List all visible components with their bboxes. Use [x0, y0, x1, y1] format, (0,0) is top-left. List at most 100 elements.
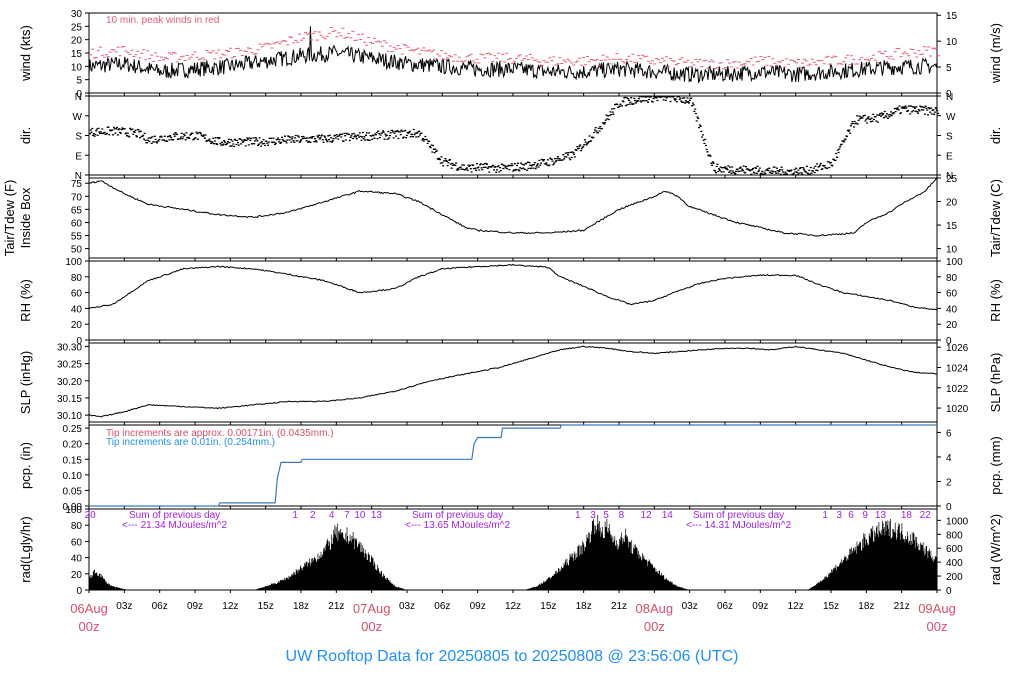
- temp-ylabel-left-outer: Tair/Tdew (F): [2, 180, 17, 257]
- dir-ytick-label-right: N: [946, 92, 953, 103]
- rad-hour-label: 2: [310, 510, 316, 521]
- x-hour-label: 15z: [540, 601, 556, 612]
- rad-ytick-label-left: 20: [71, 570, 83, 581]
- x-hour-label: 21z: [328, 601, 344, 612]
- x-day-date-label: 08Aug: [636, 601, 674, 616]
- slp-ytick-label-left: 30.15: [57, 394, 82, 405]
- pcp-series-line: [89, 424, 937, 507]
- rh-ytick-label-left: 60: [71, 289, 83, 300]
- pcp-ytick-label-right: 0: [946, 502, 952, 513]
- temp-ytick-label-left: 60: [71, 218, 83, 229]
- x-day-time-label: 00z: [361, 619, 382, 634]
- rad-hour-label: 9: [862, 510, 868, 521]
- wind-ytick-label-left: 25: [71, 22, 83, 33]
- temp-ytick-label-right: 15: [946, 221, 958, 232]
- rh-ylabel-right: RH (%): [988, 279, 1003, 322]
- wind-series-line: [88, 26, 938, 84]
- x-hour-label: 03z: [399, 601, 415, 612]
- rad-hour-label: 1: [822, 510, 828, 521]
- x-hour-label: 18z: [293, 601, 309, 612]
- x-day-time-label: 00z: [927, 619, 948, 634]
- x-hour-label: 18z: [576, 601, 592, 612]
- temp-ytick-label-left: 70: [71, 192, 83, 203]
- wind-ytick-label-left: 0: [76, 89, 82, 100]
- wind-ytick-label-right: 0: [946, 89, 952, 100]
- x-hour-label: 09z: [752, 601, 768, 612]
- x-hour-label: 03z: [682, 601, 698, 612]
- rad-annotation: <--- 21.34 MJoules/m^2: [122, 520, 227, 531]
- rad-hour-label: 8: [619, 510, 625, 521]
- temp-ylabel-left2: Inside Box: [18, 187, 33, 248]
- wind-ytick-label-left: 30: [71, 9, 83, 20]
- rh-series-line: [88, 263, 938, 311]
- rh-ytick-label-right: 60: [946, 289, 958, 300]
- pcp-annotation-red: Tip increments are approx. 0.00171in. (0…: [106, 428, 334, 439]
- dir-ytick-label-left: N: [75, 171, 82, 182]
- x-hour-label: 12z: [788, 601, 804, 612]
- rad-series-bars: [88, 514, 938, 590]
- rad-hour-label: 14: [662, 510, 674, 521]
- x-hour-label: 21z: [894, 601, 910, 612]
- rad-ytick-label-left: 0: [76, 586, 82, 597]
- rh-ylabel-left: RH (%): [18, 279, 33, 322]
- x-hour-label: 12z: [505, 601, 521, 612]
- pcp-ytick-label-left: 0.05: [63, 486, 83, 497]
- x-day-time-label: 00z: [644, 619, 665, 634]
- pcp-ytick-label-left: 0.00: [63, 502, 83, 513]
- rad-hour-label: 22: [920, 510, 932, 521]
- temp-ytick-label-right: 20: [946, 198, 958, 209]
- rh-ytick-label-right: 80: [946, 273, 958, 284]
- rad-hour-label: 6: [848, 510, 854, 521]
- dir-ytick-label-right: S: [946, 132, 953, 143]
- rad-hour-label: 13: [875, 510, 887, 521]
- rh-ytick-label-left: 100: [65, 257, 82, 268]
- temp-series-line: [88, 177, 938, 237]
- dir-ytick-label-left: E: [75, 151, 82, 162]
- wind-ytick-label-right: 10: [946, 37, 958, 48]
- rh-ytick-label-left: 20: [71, 320, 83, 331]
- wind-ylabel-right: wind (m/s): [988, 23, 1003, 84]
- rad-ytick-label-left: 60: [71, 537, 83, 548]
- x-hour-label: 09z: [187, 601, 203, 612]
- rad-ylabel-right: rad (W/m^2): [988, 514, 1003, 585]
- wind-ytick-label-right: 5: [946, 63, 952, 74]
- dir-series-marks: [89, 96, 939, 175]
- x-day-date-label: 07Aug: [353, 601, 391, 616]
- rad-hour-label: 7: [344, 510, 350, 521]
- dir-ytick-label-left: N: [75, 92, 82, 103]
- x-hour-label: 15z: [258, 601, 274, 612]
- pcp-ytick-label-right: 6: [946, 428, 952, 439]
- temp-ylabel-right: Tair/Tdew (C): [988, 179, 1003, 257]
- rad-annotation: <--- 14.31 MJoules/m^2: [686, 520, 791, 531]
- rad-hour-label: 1: [292, 510, 298, 521]
- wind-annotation: 10 min. peak winds in red: [106, 15, 219, 26]
- rh-ytick-label-right: 0: [946, 336, 952, 347]
- x-day-time-label: 00z: [79, 619, 100, 634]
- pcp-ytick-label-left: 0.15: [63, 455, 83, 466]
- slp-ytick-label-right: 1022: [946, 384, 969, 395]
- rh-ytick-label-left: 80: [71, 273, 83, 284]
- wind-ytick-label-left: 5: [76, 76, 82, 87]
- slp-ytick-label-left: 30.30: [57, 342, 82, 353]
- dir-ytick-label-right: E: [946, 151, 953, 162]
- dir-ytick-label-right: W: [946, 112, 956, 123]
- slp-ytick-label-right: 1024: [946, 363, 969, 374]
- slp-series-line: [88, 345, 937, 418]
- rh-ytick-label-left: 40: [71, 304, 83, 315]
- pcp-ylabel-left: pcp. (in): [18, 442, 33, 489]
- rad-ylabel-left: rad(Lgly/hr): [18, 516, 33, 582]
- rad-annotation: Sum of previous day: [412, 510, 503, 521]
- slp-ylabel-right: SLP (hPa): [988, 353, 1003, 413]
- x-hour-label: 06z: [434, 601, 450, 612]
- dir-ytick-label-left: S: [75, 132, 82, 143]
- pcp-ytick-label-right: 2: [946, 477, 952, 488]
- rad-hour-label: 18: [901, 510, 913, 521]
- pcp-annotation-blue: Tip increments are 0.01in. (0.254mm.): [106, 437, 275, 448]
- temp-ytick-label-right: 25: [946, 174, 958, 185]
- slp-ytick-label-left: 30.25: [57, 360, 82, 371]
- rad-hour-label: 4: [329, 510, 335, 521]
- dir-ylabel-left: dir.: [18, 127, 33, 144]
- temp-ytick-label-left: 50: [71, 245, 83, 256]
- x-hour-label: 06z: [717, 601, 733, 612]
